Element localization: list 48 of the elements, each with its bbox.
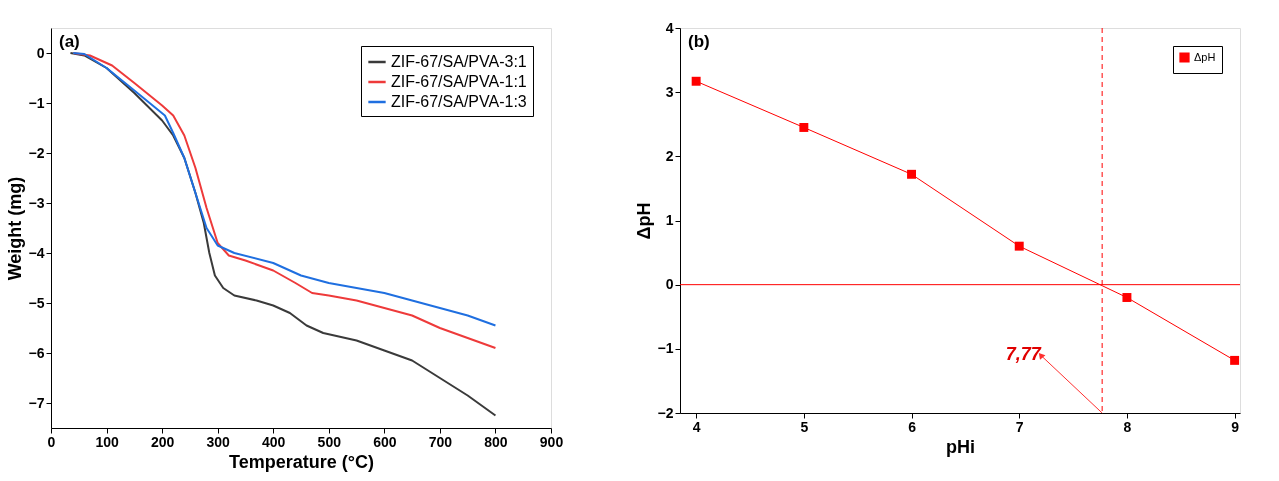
y-tick-label: 2	[665, 147, 674, 164]
annotation: 7,77	[1005, 344, 1042, 365]
point	[1230, 355, 1240, 365]
x-tick-label: 400	[262, 433, 286, 450]
legend-label: ZIF-67/SA/PVA-1:1	[391, 73, 527, 90]
y-tick-label: 3	[665, 83, 674, 100]
x-tick-label: 100	[95, 433, 119, 450]
point	[1122, 293, 1132, 302]
y-axis-title: Weight (mg)	[4, 176, 25, 281]
y-tick-label: 4	[665, 19, 674, 36]
x-tick-label: 0	[47, 433, 56, 450]
x-axis-title: Temperature (°C)	[229, 451, 374, 472]
legend-label: ZIF-67/SA/PVA-3:1	[391, 53, 527, 70]
y-tick-label: −1	[657, 340, 674, 357]
chart-title: (b)	[688, 32, 710, 51]
x-tick-label: 7	[1015, 418, 1024, 435]
legend-label: ΔpH	[1194, 50, 1216, 63]
x-tick-label: 700	[428, 433, 453, 450]
y-tick-label: −5	[28, 294, 45, 311]
point	[1014, 241, 1024, 251]
x-tick-label: 4	[692, 418, 701, 435]
x-tick-label: 900	[539, 433, 564, 450]
legend-label: ZIF-67/SA/PVA-1:3	[391, 93, 527, 110]
x-tick-label: 600	[373, 433, 397, 450]
point	[691, 76, 701, 86]
point	[799, 122, 809, 132]
y-tick-label: −2	[657, 404, 674, 421]
x-tick-label: 200	[150, 433, 175, 450]
y-tick-label: −2	[28, 144, 45, 161]
x-tick-label: 800	[484, 433, 508, 450]
x-tick-label: 5	[800, 418, 809, 435]
y-tick-label: −4	[28, 244, 45, 261]
y-tick-label: 0	[665, 276, 674, 293]
x-tick-label: 500	[317, 433, 342, 450]
y-tick-label: −1	[28, 94, 45, 111]
x-tick-label: 8	[1123, 418, 1132, 435]
x-axis-title: pHi	[946, 436, 975, 457]
y-tick-label: −7	[28, 394, 45, 411]
y-tick-label: 1	[665, 212, 674, 228]
y-tick-label: −3	[28, 194, 45, 211]
chart-title: (a)	[59, 32, 80, 51]
x-tick-label: 9	[1231, 418, 1240, 435]
x-tick-label: 300	[206, 433, 231, 450]
y-tick-label: 0	[36, 44, 45, 61]
x-tick-label: 6	[908, 418, 917, 435]
y-tick-label: −6	[28, 344, 45, 361]
point	[907, 169, 917, 179]
y-axis-title: ΔpH	[633, 202, 654, 240]
